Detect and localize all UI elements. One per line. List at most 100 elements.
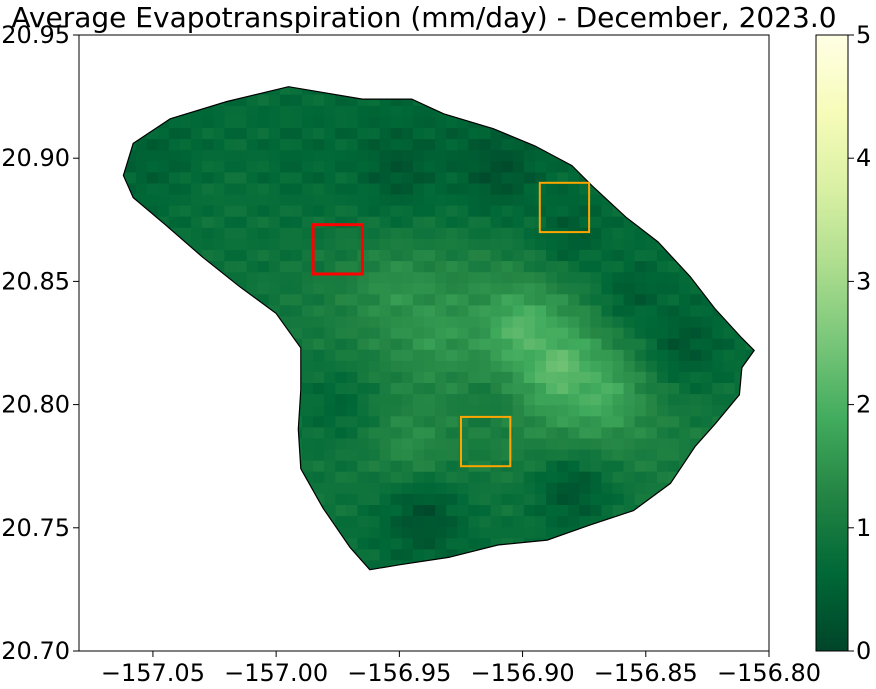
heatmap-cell bbox=[246, 216, 259, 228]
heatmap-cell bbox=[379, 559, 392, 570]
heatmap-cell bbox=[368, 182, 381, 195]
heatmap-cell bbox=[346, 449, 359, 461]
heatmap-cell bbox=[523, 327, 536, 339]
heatmap-cell bbox=[490, 360, 503, 372]
heatmap-cell bbox=[435, 182, 447, 195]
heatmap-cell bbox=[268, 238, 281, 250]
heatmap-cell bbox=[523, 449, 536, 461]
heatmap-cell bbox=[357, 116, 370, 128]
heatmap-cell bbox=[446, 404, 458, 417]
heatmap-cell bbox=[679, 415, 691, 428]
heatmap-cell bbox=[335, 338, 347, 350]
heatmap-cell bbox=[468, 205, 481, 217]
heatmap-cell bbox=[446, 315, 458, 328]
heatmap-cell bbox=[424, 437, 436, 450]
heatmap-cell bbox=[523, 460, 536, 472]
heatmap-cell bbox=[424, 548, 436, 561]
heatmap-cell bbox=[224, 249, 237, 262]
heatmap-cell bbox=[302, 149, 314, 162]
heatmap-cell bbox=[379, 449, 392, 461]
heatmap-cell bbox=[302, 304, 314, 317]
heatmap-cell bbox=[623, 349, 636, 361]
y-tick-label: 20.70 bbox=[1, 637, 70, 665]
heatmap-cell bbox=[546, 515, 558, 528]
heatmap-cell bbox=[457, 205, 469, 217]
heatmap-cell bbox=[656, 449, 669, 461]
map-plot-area bbox=[78, 34, 780, 652]
heatmap-cell bbox=[290, 260, 303, 273]
heatmap-cell bbox=[279, 171, 292, 184]
heatmap-cell bbox=[468, 227, 481, 239]
heatmap-cell bbox=[324, 138, 336, 151]
heatmap-cell bbox=[579, 426, 591, 439]
heatmap-cell bbox=[645, 382, 658, 395]
heatmap-cell bbox=[668, 293, 680, 306]
heatmap-cell bbox=[335, 160, 347, 173]
heatmap-cell bbox=[224, 227, 237, 239]
heatmap-cell bbox=[368, 493, 381, 505]
heatmap-cell bbox=[424, 227, 436, 239]
heatmap-cell bbox=[679, 315, 691, 328]
heatmap-cell bbox=[534, 349, 547, 361]
heatmap-cell bbox=[512, 271, 525, 284]
heatmap-cell bbox=[568, 404, 580, 417]
heatmap-cell bbox=[468, 515, 481, 528]
heatmap-cell bbox=[335, 282, 347, 295]
heatmap-cell bbox=[534, 426, 547, 439]
heatmap-cell bbox=[146, 205, 159, 217]
heatmap-cell bbox=[623, 504, 636, 517]
heatmap-cell bbox=[623, 338, 636, 350]
heatmap-cell bbox=[379, 548, 392, 561]
heatmap-cell bbox=[612, 282, 625, 295]
heatmap-cell bbox=[768, 72, 780, 84]
heatmap-cell bbox=[557, 349, 569, 361]
x-tick-label: −156.85 bbox=[594, 659, 698, 687]
heatmap-cell bbox=[557, 271, 569, 284]
heatmap-cell bbox=[302, 216, 314, 228]
heatmap-cell bbox=[257, 260, 270, 273]
heatmap-cell bbox=[224, 116, 237, 128]
heatmap-cell bbox=[645, 304, 658, 317]
heatmap-cell bbox=[557, 327, 569, 339]
heatmap-cell bbox=[379, 293, 392, 306]
heatmap-cell bbox=[313, 249, 325, 262]
heatmap-cell bbox=[224, 238, 237, 250]
heatmap-cell bbox=[191, 238, 203, 250]
heatmap-cell bbox=[335, 205, 347, 217]
highlight-box bbox=[460, 415, 512, 468]
heatmap-cell bbox=[601, 360, 614, 372]
heatmap-cell bbox=[557, 315, 569, 328]
heatmap-cell bbox=[401, 304, 414, 317]
heatmap-cell bbox=[246, 193, 259, 206]
heatmap-cell bbox=[701, 393, 713, 406]
heatmap-cell bbox=[656, 249, 669, 262]
heatmap-cell bbox=[656, 482, 669, 494]
heatmap-cell bbox=[313, 149, 325, 162]
heatmap-cell bbox=[412, 548, 425, 561]
heatmap-cell bbox=[202, 238, 214, 250]
heatmap-cell bbox=[279, 127, 292, 140]
heatmap-cell bbox=[645, 327, 658, 339]
heatmap-cell bbox=[279, 293, 292, 306]
heatmap-cell bbox=[557, 304, 569, 317]
heatmap-cell bbox=[468, 493, 481, 505]
heatmap-cell bbox=[479, 127, 492, 140]
heatmap-cell bbox=[412, 293, 425, 306]
heatmap-cell bbox=[601, 205, 614, 217]
heatmap-cell bbox=[401, 315, 414, 328]
heatmap-cell bbox=[424, 249, 436, 262]
heatmap-cell bbox=[412, 537, 425, 550]
heatmap-cell bbox=[279, 315, 292, 328]
heatmap-cell bbox=[446, 493, 458, 505]
heatmap-cell bbox=[357, 149, 370, 162]
heatmap-cell bbox=[379, 493, 392, 505]
heatmap-cell bbox=[579, 271, 591, 284]
heatmap-cell bbox=[213, 182, 225, 195]
heatmap-cell bbox=[645, 371, 658, 383]
heatmap-cell bbox=[457, 249, 469, 262]
heatmap-cell bbox=[512, 182, 525, 195]
heatmap-cell bbox=[590, 504, 602, 517]
heatmap-cell bbox=[523, 160, 536, 173]
heatmap-cell bbox=[679, 338, 691, 350]
heatmap-cell bbox=[401, 371, 414, 383]
